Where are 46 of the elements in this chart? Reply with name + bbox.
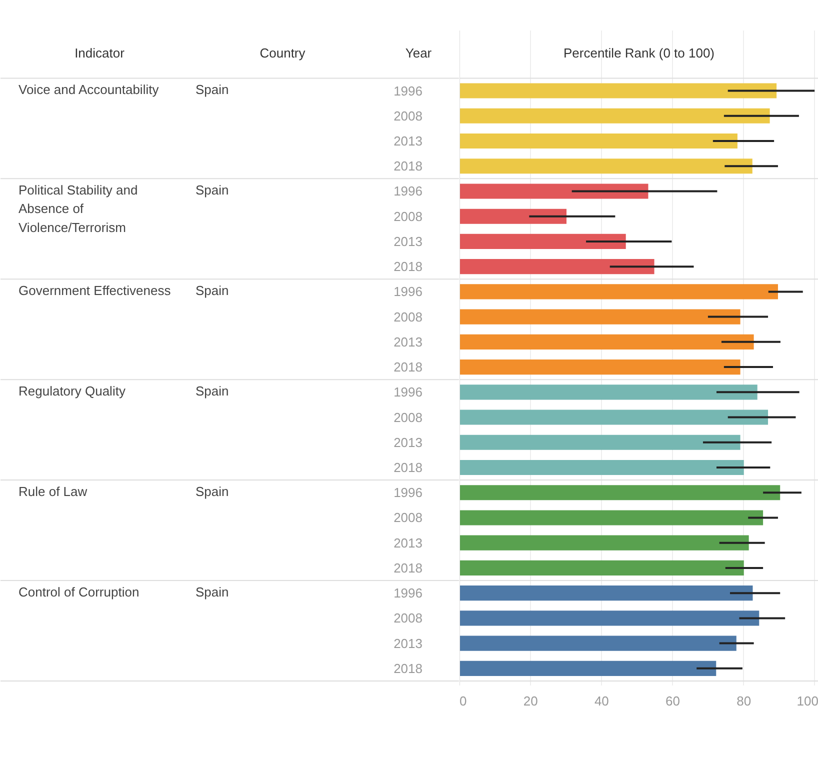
x-tick-label: 40 xyxy=(594,694,609,708)
y-tick-label: 1996 xyxy=(394,485,422,500)
chart-title: Percentile Rank (0 to 100) xyxy=(563,46,715,61)
text: Spain xyxy=(196,383,229,398)
y-tick-label: 2013 xyxy=(394,535,422,550)
y-tick-label: 2008 xyxy=(394,108,422,124)
y-tick-label: 2018 xyxy=(394,360,422,375)
text: Indicator xyxy=(74,46,126,61)
y-tick-label: 2018 xyxy=(394,660,422,676)
text: Spain xyxy=(196,484,229,499)
x-tick-label: 100 xyxy=(796,694,818,708)
text: Regulatory Quality xyxy=(18,383,126,398)
text: Voice and Accountability xyxy=(18,82,160,97)
y-tick-label: 2008 xyxy=(394,610,422,626)
text: Control of Corruption xyxy=(18,584,140,600)
text: Country xyxy=(260,46,306,61)
x-tick-label: 80 xyxy=(736,694,752,708)
text: Political Stability and Absence of Violence/Terrorism xyxy=(18,182,138,235)
y-tick-label: 2013 xyxy=(394,434,422,450)
y-tick-label: 2013 xyxy=(394,334,422,350)
text: Spain xyxy=(196,584,229,600)
x-tick-label: 60 xyxy=(666,694,680,708)
x-tick-label: 0 xyxy=(460,694,467,708)
y-tick-label: 2018 xyxy=(394,158,422,174)
text: Year xyxy=(405,46,432,61)
y-tick-label: 2018 xyxy=(394,259,422,274)
y-tick-label: 2008 xyxy=(394,309,422,324)
y-tick-label: 1996 xyxy=(394,586,422,601)
y-tick-label: 1996 xyxy=(394,83,422,98)
y-tick-label: 1996 xyxy=(394,284,422,300)
y-tick-label: 2008 xyxy=(394,208,422,224)
y-tick-label: 1996 xyxy=(394,184,422,199)
x-tick-label: 20 xyxy=(523,694,538,708)
text: Rule of Law xyxy=(18,484,88,499)
y-tick-label: 2008 xyxy=(394,510,422,526)
y-tick-label: 2013 xyxy=(394,234,422,249)
text: Government Effectiveness xyxy=(18,282,172,298)
y-tick-label: 2013 xyxy=(394,134,422,149)
y-tick-label: 2018 xyxy=(394,560,422,576)
y-tick-label: 2018 xyxy=(394,460,422,475)
text: Spain xyxy=(196,182,229,198)
y-tick-label: 1996 xyxy=(394,384,422,400)
y-tick-label: 2008 xyxy=(394,410,422,425)
text: Spain xyxy=(196,282,229,298)
y-tick-label: 2013 xyxy=(394,636,422,651)
text: Spain xyxy=(196,82,229,97)
